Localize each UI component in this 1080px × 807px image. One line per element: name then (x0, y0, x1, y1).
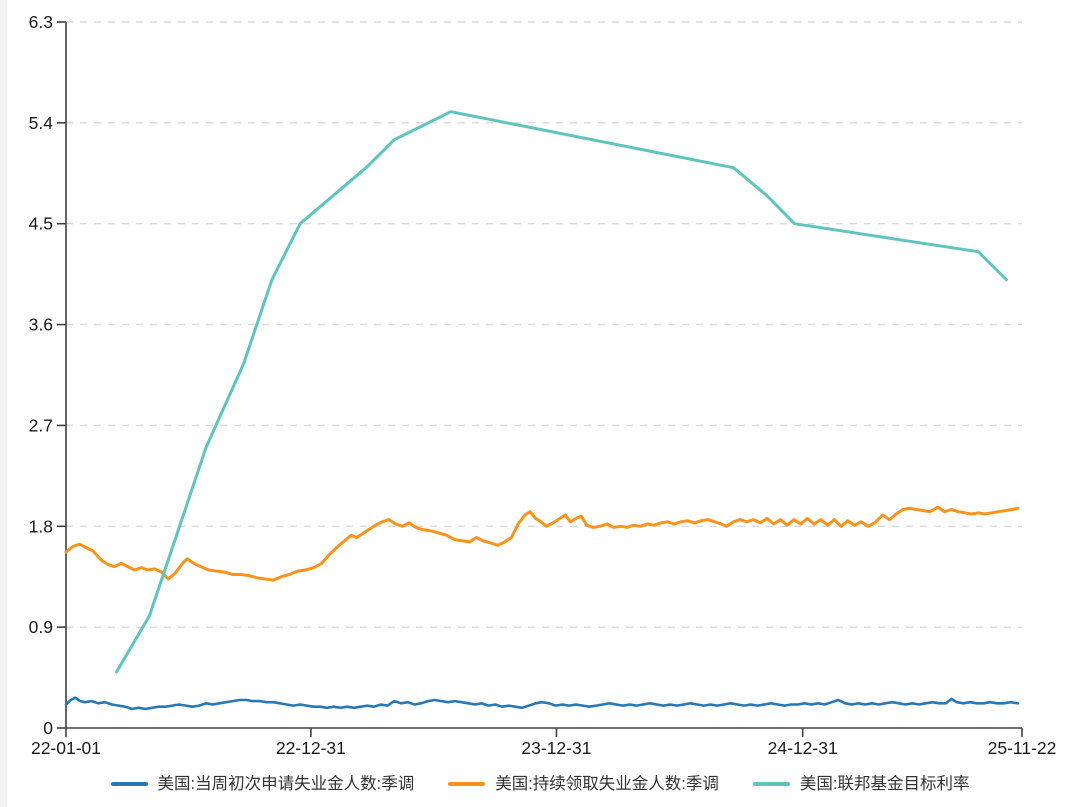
x-tick-label: 22-01-01 (31, 738, 101, 758)
page-left-gutter (0, 0, 7, 807)
y-tick-label: 6.3 (29, 12, 53, 32)
series-line-1 (64, 505, 1020, 582)
x-tick-label: 25-11-22 (988, 738, 1057, 758)
legend-label-initial-claims: 美国:当周初次申请失业金人数:季调 (157, 774, 415, 793)
x-tick-label: 23-12-31 (521, 738, 591, 758)
line-chart-canvas: 0 0.9 1.8 2.7 3.6 4.5 5.4 6.3 22-01-01 22-12-31 23… (29, 12, 1057, 758)
x-tick-label: 24-12-31 (768, 738, 838, 758)
legend-item-initial-claims[interactable]: 美国:当周初次申请失业金人数:季调 (110, 774, 415, 793)
y-tick-label: 1.8 (29, 516, 53, 536)
series-line-0 (64, 696, 1020, 711)
legend-swatch-continuing-claims (448, 782, 486, 786)
legend-label-continuing-claims: 美国:持续领取失业金人数:季调 (495, 774, 719, 793)
chart-legend: 美国:当周初次申请失业金人数:季调 美国:持续领取失业金人数:季调 美国:联邦基… (0, 764, 1080, 804)
y-tick-label: 2.7 (29, 415, 53, 435)
y-tick-label: 3.6 (29, 315, 53, 335)
legend-swatch-initial-claims (110, 782, 148, 786)
legend-item-fed-funds-rate[interactable]: 美国:联邦基金目标利率 (752, 774, 970, 793)
y-tick-label: 5.4 (29, 113, 54, 133)
y-tick-label: 4.5 (29, 214, 53, 234)
legend-label-fed-funds-rate: 美国:联邦基金目标利率 (799, 774, 970, 793)
legend-swatch-fed-funds-rate (752, 782, 790, 786)
y-tick-label: 0 (43, 718, 53, 738)
legend-item-continuing-claims[interactable]: 美国:持续领取失业金人数:季调 (448, 776, 719, 793)
x-tick-label: 22-12-31 (276, 738, 346, 758)
series-line-2 (115, 110, 1008, 674)
y-tick-label: 0.9 (29, 617, 53, 637)
